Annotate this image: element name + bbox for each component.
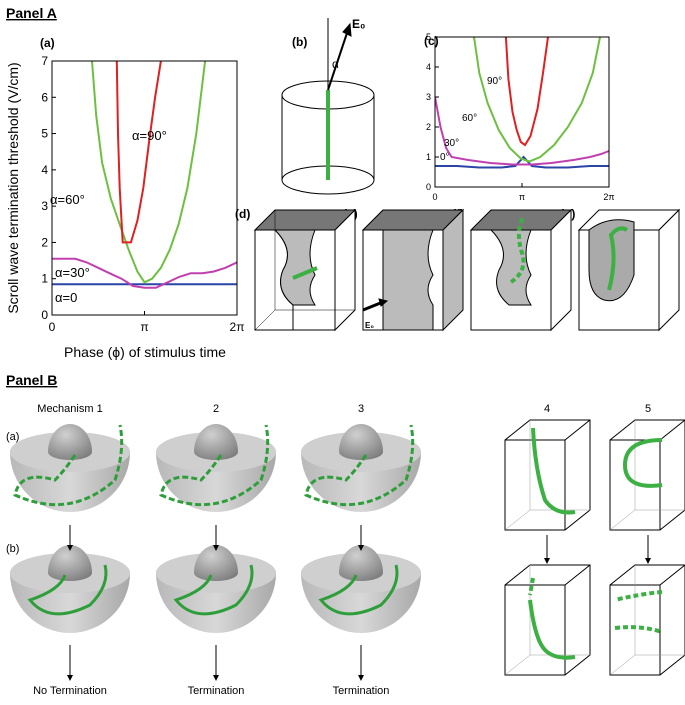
- row-label: (b): [6, 543, 19, 555]
- x-axis-label: Phase (ϕ) of stimulus time: [64, 344, 226, 360]
- filament: [533, 428, 575, 513]
- filament: [615, 592, 662, 600]
- x-tick-label: π: [140, 320, 148, 334]
- filament: [625, 440, 662, 486]
- x-tick-label: 0: [432, 192, 437, 202]
- inner-dome: [339, 424, 383, 460]
- series-line: [435, 97, 609, 165]
- panel-title: Panel B: [6, 372, 57, 388]
- mechanisms: Mechanism 1 2 3 4 5 (a) (b) No Termination Termi…: [6, 403, 685, 697]
- inner-dome: [48, 424, 92, 460]
- y-tick-label: 4: [426, 62, 431, 72]
- cube-hidden: [610, 565, 685, 675]
- series-label: 90°: [487, 76, 502, 87]
- outcome: Termination: [188, 685, 245, 697]
- series-label: 60°: [462, 113, 477, 124]
- cube-hidden: [505, 420, 590, 530]
- filament: [530, 600, 575, 658]
- y-tick-label: 2: [41, 235, 48, 249]
- y-tick-label: 0: [426, 182, 431, 192]
- column-label: 2: [213, 403, 219, 415]
- series-line: [117, 61, 161, 242]
- x-tick-label: 2π: [230, 320, 245, 334]
- inner-dome: [194, 424, 238, 460]
- outcome: Termination: [333, 685, 390, 697]
- row-label: (a): [6, 431, 19, 443]
- series-label: 0°: [440, 152, 450, 163]
- y-tick-label: 1: [426, 152, 431, 162]
- cube-hidden: [505, 565, 590, 675]
- arrowhead: [544, 558, 550, 564]
- filament: [615, 627, 662, 632]
- field-label: E₀: [352, 17, 365, 31]
- y-tick-label: 2: [426, 122, 431, 132]
- cube: [610, 420, 685, 530]
- filament: [530, 578, 533, 595]
- y-axis-label: Scroll wave termination threshold (V/cm): [5, 62, 21, 313]
- x-tick-label: π: [519, 192, 525, 202]
- figure: Panel A (b) α E₀ (d) (e) (f) (g) E₀ Pane…: [0, 0, 685, 700]
- cube: [505, 420, 590, 530]
- box-diagrams: (d) (e) (f) (g) E₀: [235, 207, 679, 330]
- arrowhead: [67, 675, 73, 681]
- arrowhead: [645, 558, 651, 564]
- arrowhead: [358, 675, 364, 681]
- y-tick-label: 5: [41, 127, 48, 141]
- series-label: 30°: [444, 138, 459, 149]
- column-label: Mechanism 1: [37, 403, 102, 415]
- cube-hidden: [610, 420, 685, 530]
- y-tick-label: 7: [41, 54, 48, 68]
- series-line: [506, 37, 548, 145]
- column-label: 4: [544, 403, 550, 415]
- y-tick-label: 6: [41, 90, 48, 104]
- panel-title: Panel A: [6, 5, 57, 21]
- y-tick-label: 1: [41, 272, 48, 286]
- x-tick-label: 0: [49, 320, 56, 334]
- series-line: [92, 61, 205, 282]
- y-tick-label: 0: [41, 308, 48, 322]
- arrowhead: [213, 675, 219, 681]
- chart-title: (c): [424, 34, 439, 48]
- angle-label: α: [332, 57, 339, 71]
- y-tick-label: 3: [41, 199, 48, 213]
- series-label: α=0: [55, 290, 77, 305]
- column-label: 3: [358, 403, 364, 415]
- series-label: α=30°: [55, 265, 90, 280]
- y-tick-label: 3: [426, 92, 431, 102]
- field-label: E₀: [365, 321, 374, 330]
- y-tick-label: 4: [41, 163, 48, 177]
- series-line: [474, 37, 600, 162]
- series-label: α=90°: [132, 128, 167, 143]
- outcome: No Termination: [33, 685, 107, 697]
- column-label: 5: [645, 403, 651, 415]
- cube: [610, 565, 685, 675]
- series-label: α=60°: [50, 192, 85, 207]
- subpanel-label: (b): [292, 35, 307, 49]
- chart-title: (a): [40, 36, 55, 50]
- x-tick-label: 2π: [603, 192, 614, 202]
- cube: [505, 565, 590, 675]
- cylinder-diagram: (b) α E₀: [282, 17, 374, 194]
